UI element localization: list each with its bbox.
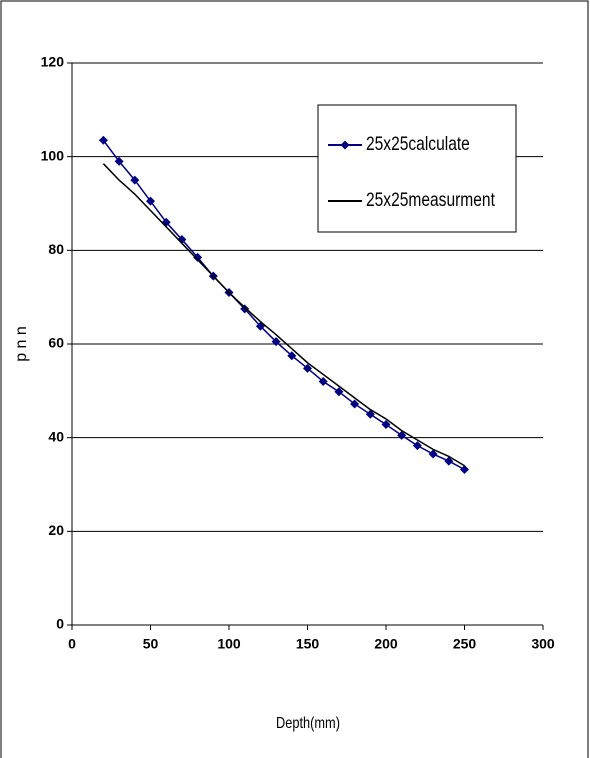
legend-label: 25x25measurment — [366, 189, 495, 211]
marker — [350, 399, 360, 409]
y-tick-label: 120 — [41, 54, 65, 70]
y-tick-label: 100 — [41, 147, 65, 163]
x-tick-label: 0 — [68, 636, 76, 652]
x-tick-label: 300 — [531, 636, 555, 652]
marker — [287, 351, 297, 361]
marker — [240, 304, 250, 314]
marker — [444, 456, 454, 466]
x-tick-label: 250 — [453, 636, 477, 652]
marker — [460, 465, 469, 475]
marker — [146, 196, 155, 206]
marker — [412, 441, 422, 451]
legend-box — [317, 104, 517, 233]
marker — [130, 175, 140, 185]
marker — [271, 337, 281, 347]
x-tick-label: 200 — [374, 636, 398, 652]
x-tick-label: 100 — [217, 636, 241, 652]
marker — [193, 252, 203, 262]
x-tick-label: 150 — [296, 636, 320, 652]
y-tick-label: 40 — [48, 428, 64, 444]
legend-label: 25x25calculate — [366, 133, 470, 155]
marker — [318, 376, 328, 386]
y-tick-label: 20 — [48, 522, 64, 538]
y-tick-label: 60 — [48, 335, 64, 351]
marker — [365, 409, 375, 419]
marker — [334, 387, 344, 397]
marker — [114, 156, 124, 166]
marker — [381, 420, 391, 430]
y-axis-label: p n n — [13, 326, 30, 362]
marker — [397, 430, 407, 440]
x-tick-label: 50 — [143, 636, 159, 652]
y-tick-label: 80 — [48, 241, 64, 257]
x-axis-label: Depth(mm) — [276, 715, 340, 733]
marker — [303, 363, 312, 373]
legend-marker — [340, 140, 350, 150]
marker — [98, 135, 108, 145]
marker — [428, 449, 438, 459]
y-tick-label: 0 — [56, 616, 64, 632]
series-line — [102, 163, 465, 467]
